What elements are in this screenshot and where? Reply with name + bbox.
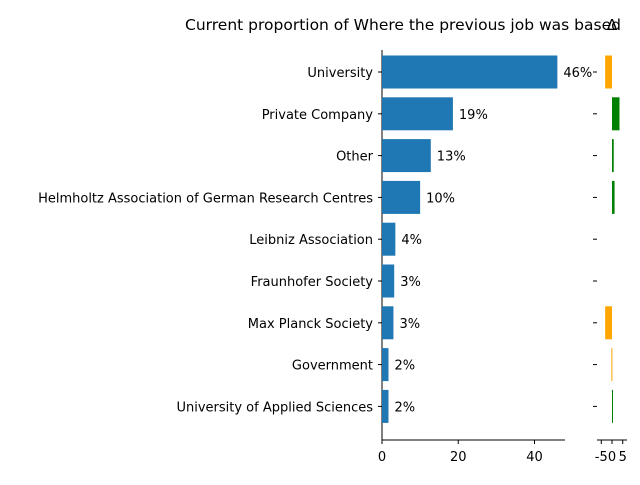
- bar: [382, 180, 421, 214]
- delta-bar: [612, 389, 613, 423]
- delta-x-tick-label: -5: [595, 450, 608, 465]
- bar: [382, 306, 394, 340]
- bar: [382, 264, 395, 298]
- delta-bar: [605, 306, 612, 340]
- bar: [382, 55, 558, 89]
- data-label: 19%: [459, 108, 488, 123]
- y-tick-label: Fraunhofer Society: [251, 275, 374, 290]
- bar: [382, 348, 389, 382]
- data-label: 4%: [401, 233, 422, 248]
- y-tick-label: Leibniz Association: [249, 233, 373, 248]
- delta-bar: [611, 348, 613, 382]
- x-tick-label: 0: [378, 450, 386, 465]
- chart-title: Current proportion of Where the previous…: [185, 16, 621, 34]
- bar: [382, 389, 389, 423]
- y-tick-label: Helmholtz Association of German Research…: [38, 191, 373, 206]
- data-label: 2%: [394, 400, 415, 415]
- y-tick-label: Private Company: [262, 108, 374, 123]
- data-label: 2%: [394, 359, 415, 374]
- delta-x-tick-label: 5: [619, 450, 627, 465]
- delta-bar: [612, 180, 615, 214]
- data-label: 3%: [400, 275, 421, 290]
- bar: [382, 139, 431, 173]
- delta-x-tick-label: 0: [608, 450, 616, 465]
- figure-right-edge: [630, 0, 640, 480]
- y-tick-label: University: [307, 66, 373, 81]
- bar: [382, 97, 453, 131]
- delta-bar: [612, 139, 614, 173]
- bar: [382, 222, 396, 256]
- x-tick-label: 20: [450, 450, 467, 465]
- data-label: 10%: [426, 191, 455, 206]
- data-label: 3%: [399, 317, 420, 332]
- y-tick-label: Other: [336, 150, 374, 165]
- delta-bar: [605, 55, 612, 89]
- y-tick-label: Max Planck Society: [248, 317, 374, 332]
- data-label: 13%: [437, 150, 466, 165]
- delta-chart-title: Δ: [607, 16, 618, 34]
- data-label: 46%: [563, 66, 592, 81]
- delta-bar: [612, 97, 620, 131]
- y-tick-label: Government: [292, 359, 373, 374]
- y-tick-label: University of Applied Sciences: [176, 400, 373, 415]
- x-tick-label: 40: [526, 450, 543, 465]
